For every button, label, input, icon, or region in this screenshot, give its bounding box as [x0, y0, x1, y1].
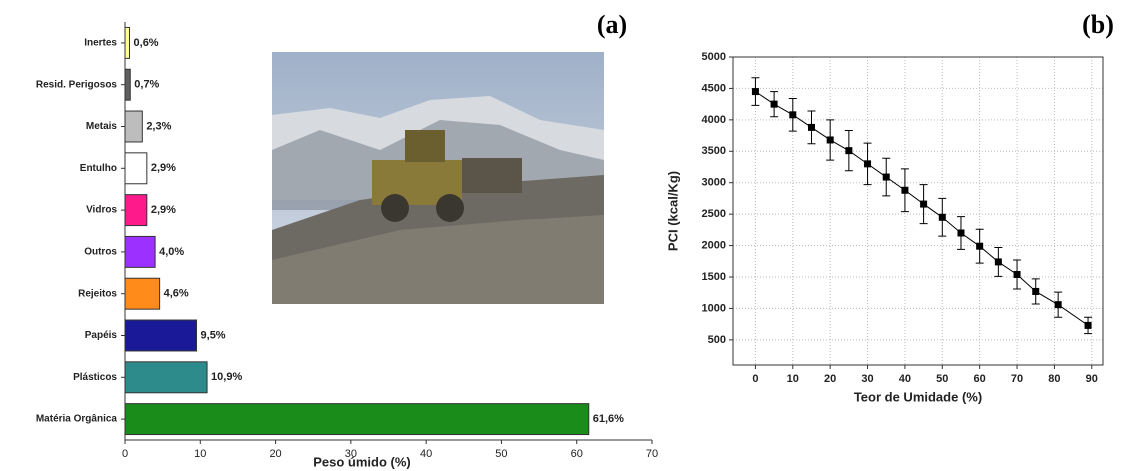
y-tick-label: Plásticos: [73, 372, 117, 383]
x-tick-label: 20: [269, 448, 281, 460]
x-tick-label: 80: [1048, 373, 1060, 385]
x-tick-label: 0: [122, 448, 128, 460]
y-tick-label: 3500: [702, 145, 726, 157]
chart-title: (a): [597, 10, 627, 39]
x-tick-label: 10: [787, 373, 799, 385]
x-tick-label: 50: [495, 448, 507, 460]
value-label: 4,0%: [159, 246, 184, 258]
bar: [125, 404, 589, 435]
marker: [883, 174, 890, 181]
x-tick-label: 40: [899, 373, 911, 385]
marker: [939, 214, 946, 221]
value-label: 61,6%: [593, 413, 624, 425]
x-tick-label: 20: [824, 373, 836, 385]
marker: [752, 88, 759, 95]
x-tick-label: 40: [420, 448, 432, 460]
marker: [995, 258, 1002, 265]
marker: [771, 101, 778, 108]
marker: [920, 201, 927, 208]
marker: [976, 243, 983, 250]
y-tick-label: Metais: [86, 121, 118, 132]
value-label: 2,9%: [151, 204, 176, 216]
bar: [125, 236, 155, 267]
value-label: 2,3%: [146, 120, 171, 132]
x-axis-label: Peso úmido (%): [313, 454, 411, 469]
bar: [125, 153, 147, 184]
value-label: 2,9%: [151, 162, 176, 174]
marker: [1055, 301, 1062, 308]
value-label: 10,9%: [211, 371, 242, 383]
x-tick-label: 70: [646, 448, 658, 460]
x-tick-label: 70: [1011, 373, 1023, 385]
y-tick-label: 500: [708, 334, 726, 346]
marker: [789, 111, 796, 118]
y-tick-label: 2000: [702, 239, 726, 251]
marker: [1032, 288, 1039, 295]
value-label: 0,6%: [134, 37, 159, 49]
x-tick-label: 0: [752, 373, 758, 385]
y-tick-label: Entulho: [80, 163, 117, 174]
bar: [125, 69, 130, 100]
marker: [957, 230, 964, 237]
y-tick-label: Vidros: [86, 205, 117, 216]
value-label: 9,5%: [201, 329, 226, 341]
bar: [125, 195, 147, 226]
marker: [864, 160, 871, 167]
y-tick-label: Outros: [84, 247, 117, 258]
marker: [827, 136, 834, 143]
bar: [125, 320, 197, 351]
chart-title: (b): [1082, 10, 1114, 39]
y-tick-label: Resid. Perigosos: [36, 79, 118, 90]
y-tick-label: 4500: [702, 82, 726, 94]
y-axis-label: PCI (kcal/Kg): [665, 171, 680, 251]
figure: (a) (b) 0 10 20 30 40 50 60 70 Peso úmido (%) Ine…: [0, 0, 1139, 471]
bar: [125, 111, 142, 142]
value-label: 0,7%: [134, 79, 159, 91]
x-axis-label: Teor de Umidade (%): [854, 389, 982, 404]
value-label: 4,6%: [164, 288, 189, 300]
y-tick-label: 1000: [702, 302, 726, 314]
x-tick-label: 90: [1086, 373, 1098, 385]
x-tick-label: 60: [571, 448, 583, 460]
y-tick-label: 1500: [702, 271, 726, 283]
y-tick-label: Papéis: [85, 330, 118, 341]
x-tick-label: 50: [936, 373, 948, 385]
marker: [808, 124, 815, 131]
x-tick-label: 10: [194, 448, 206, 460]
y-tick-label: Inertes: [84, 38, 117, 49]
marker: [845, 147, 852, 154]
x-tick-label: 30: [861, 373, 873, 385]
y-tick-label: 4000: [702, 114, 726, 126]
plot-frame: [733, 57, 1103, 365]
y-tick-label: Matéria Orgânica: [36, 414, 118, 425]
y-tick-label: 2500: [702, 208, 726, 220]
photo: [272, 52, 604, 304]
bar: [125, 362, 207, 393]
bar: [125, 278, 160, 309]
y-tick-label: 5000: [702, 51, 726, 63]
marker: [901, 187, 908, 194]
y-tick-label: Rejeitos: [78, 288, 117, 299]
y-tick-label: 3000: [702, 177, 726, 189]
x-tick-label: 60: [974, 373, 986, 385]
marker: [1085, 322, 1092, 329]
bar: [125, 27, 130, 58]
marker: [1014, 271, 1021, 278]
